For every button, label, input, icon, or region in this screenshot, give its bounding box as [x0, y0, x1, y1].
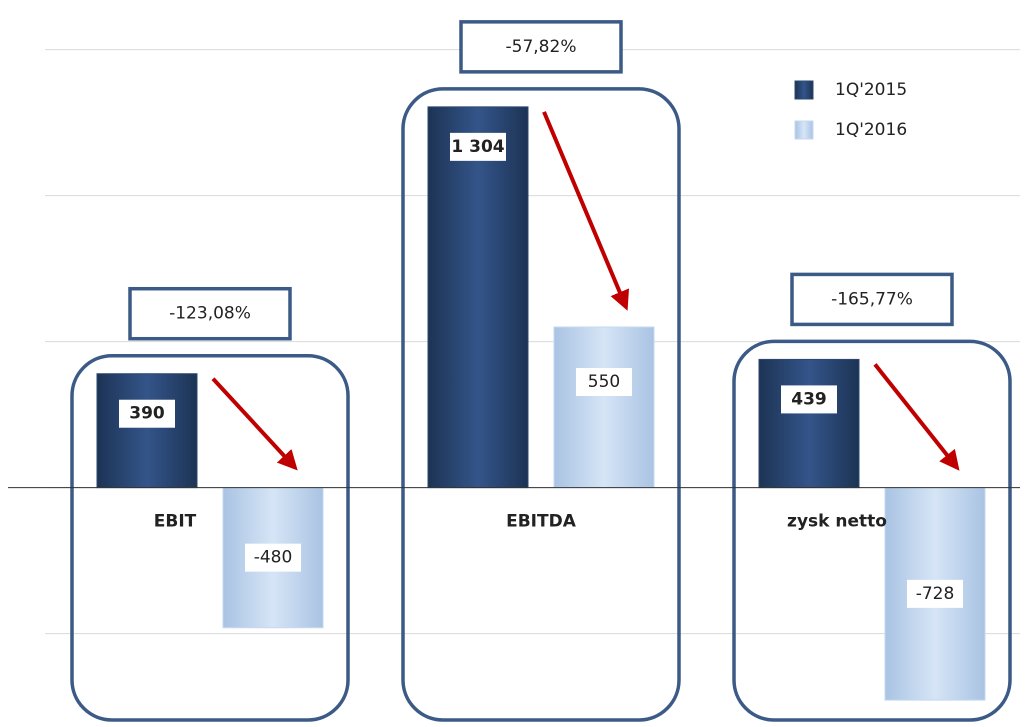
value-label-bg	[119, 399, 175, 428]
group-frame	[732, 339, 1012, 722]
x-tick-label: EBIT	[154, 512, 197, 532]
x-tick-label: zysk netto	[787, 512, 887, 532]
legend-swatch	[794, 80, 814, 100]
value-label: 1 304	[451, 137, 504, 157]
change-label: -57,82%	[506, 37, 577, 57]
value-label-bg	[781, 385, 837, 414]
change-label: -165,77%	[831, 289, 913, 309]
value-label: 439	[791, 389, 827, 409]
legend-label: 1Q'2015	[835, 80, 907, 100]
arrow	[873, 363, 960, 471]
change-label: -123,08%	[169, 304, 251, 324]
value-label: -480	[254, 548, 293, 568]
value-label: 390	[129, 404, 165, 424]
value-label-bg	[450, 132, 506, 161]
bar	[96, 373, 198, 489]
bar	[758, 358, 860, 489]
group-frame	[401, 87, 681, 722]
arrow	[542, 111, 630, 311]
bar	[427, 106, 529, 489]
bar	[553, 326, 655, 489]
x-tick-label: EBITDA	[506, 512, 577, 532]
value-label-bg	[907, 579, 963, 608]
group-frame	[70, 353, 350, 722]
legend-swatch	[794, 120, 814, 140]
value-label-bg	[245, 543, 301, 572]
change-box	[459, 20, 623, 74]
arrow	[211, 377, 298, 471]
change-box	[790, 272, 954, 327]
legend-label: 1Q'2016	[835, 120, 907, 140]
change-box	[128, 286, 292, 341]
value-label: 550	[588, 372, 620, 392]
value-label: -728	[916, 584, 955, 604]
value-label-bg	[576, 368, 632, 397]
